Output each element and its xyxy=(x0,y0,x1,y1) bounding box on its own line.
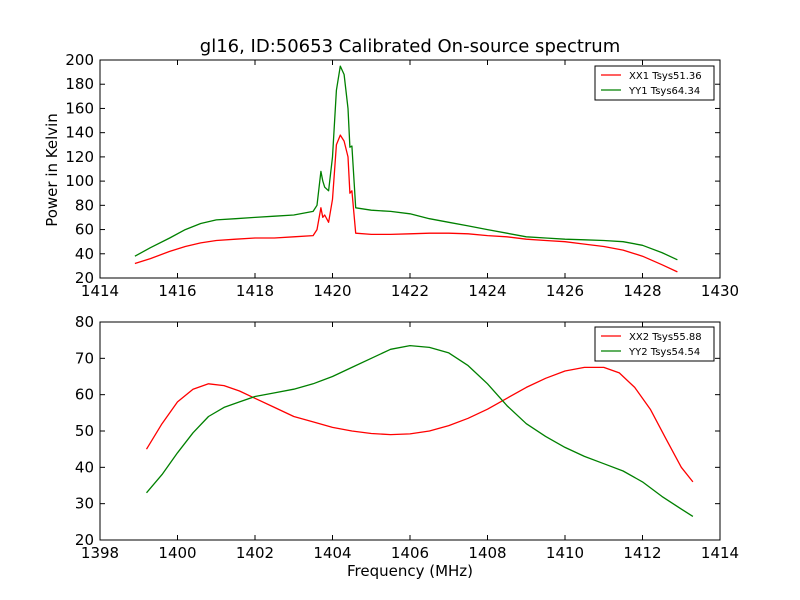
top-legend-label-1: XX1 Tsys51.36 xyxy=(629,71,702,82)
bottom-y-tick-label: 30 xyxy=(75,495,94,513)
bottom-series-line-1 xyxy=(145,366,694,483)
top-y-tick-label: 40 xyxy=(75,245,94,263)
bottom-x-tick-label: 1402 xyxy=(236,544,274,562)
top-x-tick-label: 1430 xyxy=(701,282,739,300)
top-y-tick-label: 80 xyxy=(75,196,94,214)
bottom-x-tick-label: 1412 xyxy=(623,544,661,562)
top-x-tick-label: 1426 xyxy=(546,282,584,300)
bottom-series-line-2 xyxy=(146,344,694,517)
top-series-line-2 xyxy=(134,65,678,261)
top-legend-box xyxy=(594,65,715,101)
bottom-legend-label-1: XX2 Tsys55.88 xyxy=(629,332,702,343)
bottom-x-tick-label: 1398 xyxy=(81,544,119,562)
top-x-tick-label: 1424 xyxy=(468,282,506,300)
bottom-x-tick-label: 1406 xyxy=(391,544,429,562)
top-y-tick-label: 20 xyxy=(75,269,94,287)
bottom-y-tick-label: 60 xyxy=(75,386,94,404)
top-y-tick-label: 180 xyxy=(65,75,94,93)
figure-title: gl16, ID:50653 Calibrated On-source spec… xyxy=(200,36,620,57)
bottom-plot-ticks: 1398 1400 1402 1404 1406 1408 1410 1412 1414 20 30… xyxy=(75,313,739,562)
top-y-tick-label: 160 xyxy=(65,99,94,117)
top-x-tick-label: 1418 xyxy=(236,282,274,300)
top-plot-lines xyxy=(134,65,678,273)
top-plot-ticks: 1414 1416 1418 1420 1422 1424 1426 1428 1430 20 40… xyxy=(65,51,739,300)
top-x-tick-label: 1422 xyxy=(391,282,429,300)
bottom-subplot: 1398 1400 1402 1404 1406 1408 1410 1412 1414 20 30… xyxy=(75,313,739,562)
top-legend-label-2: YY1 Tsys64.34 xyxy=(628,86,700,97)
top-y-tick-label: 140 xyxy=(65,124,94,142)
top-y-tick-label: 100 xyxy=(65,172,94,190)
top-y-tick-label: 200 xyxy=(65,51,94,69)
top-series-line-1 xyxy=(134,134,678,273)
bottom-y-tick-label: 70 xyxy=(75,349,94,367)
bottom-x-tick-label: 1400 xyxy=(158,544,196,562)
bottom-y-tick-label: 40 xyxy=(75,458,94,476)
bottom-plot-lines xyxy=(145,344,694,517)
top-x-tick-label: 1414 xyxy=(81,282,119,300)
top-x-tick-label: 1416 xyxy=(158,282,196,300)
top-y-tick-label: 60 xyxy=(75,221,94,239)
bottom-y-tick-label: 20 xyxy=(75,531,94,549)
top-x-tick-label: 1420 xyxy=(313,282,351,300)
bottom-legend-box xyxy=(594,326,715,362)
bottom-x-tick-label: 1414 xyxy=(701,544,739,562)
bottom-y-tick-label: 50 xyxy=(75,422,94,440)
top-x-tick-label: 1428 xyxy=(623,282,661,300)
x-axis-label: Frequency (MHz) xyxy=(347,562,473,580)
bottom-plot-legend: XX2 Tsys55.88 YY2 Tsys54.54 xyxy=(594,326,715,362)
y-axis-label: Power in Kelvin xyxy=(43,113,61,227)
bottom-x-tick-label: 1404 xyxy=(313,544,351,562)
top-subplot: 1414 1416 1418 1420 1422 1424 1426 1428 1430 20 40… xyxy=(65,51,739,300)
bottom-y-tick-label: 80 xyxy=(75,313,94,331)
bottom-x-tick-label: 1410 xyxy=(546,544,584,562)
top-plot-legend: XX1 Tsys51.36 YY1 Tsys64.34 xyxy=(594,65,715,101)
bottom-legend-label-2: YY2 Tsys54.54 xyxy=(628,347,700,358)
bottom-x-tick-label: 1408 xyxy=(468,544,506,562)
top-y-tick-label: 120 xyxy=(65,148,94,166)
